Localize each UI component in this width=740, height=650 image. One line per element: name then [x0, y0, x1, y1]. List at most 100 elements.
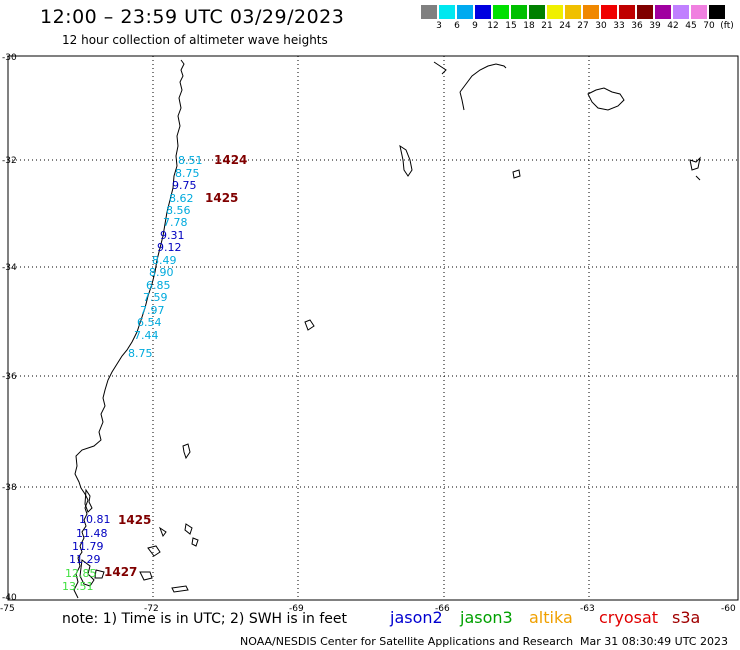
island [184, 523, 193, 535]
wave-height-label: 7.44 [134, 329, 159, 342]
colorbar-label: 42 [667, 21, 679, 31]
lat-label: -36 [2, 372, 17, 382]
wave-height-label: 8.90 [149, 266, 174, 279]
colorbar-label: 3 [436, 21, 442, 31]
wave-height-label: 13.51 [62, 580, 94, 593]
lon-label: -63 [580, 604, 595, 614]
track-time-label: 1427 [104, 565, 137, 579]
colorbar-label: 9 [472, 21, 478, 31]
wave-height-label: 11.48 [76, 527, 108, 540]
wave-height-label: 11.79 [72, 540, 104, 553]
colorbar-swatch [565, 5, 582, 19]
colorbar-swatch [583, 5, 600, 19]
wave-height-label: 8.75 [128, 347, 153, 360]
colorbar-label: 70 [703, 21, 715, 31]
satellite-cryosat: cryosat [599, 608, 659, 627]
generated-timestamp: Mar 31 08:30:49 UTC 2023 [580, 635, 728, 648]
island [399, 144, 413, 177]
wave-height-label: 7.59 [143, 291, 168, 304]
coastlines [73, 59, 701, 599]
colorbar-label: (ft) [720, 21, 734, 31]
colorbar-label: 18 [523, 21, 535, 31]
grid-lines [8, 56, 738, 600]
satellite-jason3: jason3 [460, 608, 513, 627]
island [191, 537, 199, 547]
lon-label: -72 [144, 604, 159, 614]
colorbar-swatch [547, 5, 564, 19]
track-1: 1424 1425 8.51 8.75 9.75 8.62 8.56 7.78 … [128, 153, 247, 360]
wave-height-label: 8.49 [152, 254, 177, 267]
satellite-s3a: s3a [672, 608, 701, 627]
lat-label: -30 [2, 53, 17, 63]
colorbar-swatch [709, 5, 726, 19]
wave-height-label: 9.31 [160, 229, 185, 242]
track-time-label: 1425 [205, 191, 238, 205]
colorbar-swatch [475, 5, 492, 19]
island [79, 559, 95, 587]
lat-label: -38 [2, 483, 17, 493]
colorbar-label: 36 [631, 21, 643, 31]
colorbar-swatch [511, 5, 528, 19]
island [512, 169, 521, 179]
colorbar-swatch [691, 5, 708, 19]
footer-note: note: 1) Time is in UTC; 2) SWH is in fe… [62, 611, 348, 627]
colorbar-label: 33 [613, 21, 625, 31]
map-subtitle: 12 hour collection of altimeter wave hei… [62, 33, 328, 47]
island [147, 545, 161, 557]
satellite-jason2: jason2 [390, 608, 443, 627]
colorbar-label: 6 [454, 21, 460, 31]
island [171, 585, 189, 593]
island [182, 443, 191, 460]
colorbar-label: 27 [577, 21, 589, 31]
colorbar-swatch [421, 5, 438, 19]
colorbar-label: 15 [505, 21, 517, 31]
colorbar-swatch [673, 5, 690, 19]
lat-label: -40 [2, 593, 17, 603]
colorbar-label: 45 [685, 21, 697, 31]
colorbar-swatch [601, 5, 618, 19]
island [139, 571, 153, 581]
wave-height-label: 6.85 [146, 279, 171, 292]
wave-height-label: 8.62 [169, 192, 194, 205]
colorbar-label: 21 [541, 21, 553, 31]
colorbar-swatch [637, 5, 654, 19]
chile-coastline [73, 59, 185, 599]
wave-height-label: 10.81 [79, 513, 111, 526]
track-time-label: 1425 [118, 513, 151, 527]
wave-height-label: 12.85 [65, 567, 97, 580]
lon-label: -60 [721, 604, 736, 614]
colorbar-label: 30 [595, 21, 607, 31]
wave-height-label: 11.29 [69, 553, 101, 566]
map-frame [7, 55, 739, 601]
island [158, 526, 167, 538]
colorbar-label: 39 [649, 21, 661, 31]
wave-height-label: 8.75 [175, 167, 200, 180]
island [304, 319, 315, 331]
colorbar-label: 24 [559, 21, 571, 31]
map-title: 12:00 – 23:59 UTC 03/29/2023 [40, 6, 345, 28]
lon-labels: -75 -72 -69 -66 -63 -60 [0, 604, 736, 614]
colorbar-swatch [457, 5, 474, 19]
south-georgia-coast [689, 156, 701, 181]
wave-height-label: 9.75 [172, 179, 197, 192]
colorbar-label: 12 [487, 21, 499, 31]
chiloe-island [84, 488, 93, 513]
wave-height-label: 7.78 [163, 216, 188, 229]
river-plate-coast [433, 61, 507, 111]
colorbar-swatch [439, 5, 456, 19]
wave-height-label: 6.54 [137, 316, 162, 329]
colorbar-swatch [619, 5, 636, 19]
colorbar-swatch [655, 5, 672, 19]
wave-height-label: 8.56 [166, 204, 191, 217]
lat-label: -34 [2, 263, 17, 273]
island [94, 569, 105, 579]
wave-height-label: 8.51 [178, 154, 203, 167]
credit-line: NOAA/NESDIS Center for Satellite Applica… [240, 635, 574, 648]
lat-labels: -30 -32 -34 -36 -38 -40 [2, 53, 17, 603]
track-2: 1425 1427 10.81 11.48 11.79 11.29 12.85 … [62, 513, 151, 593]
colorbar-swatch [493, 5, 510, 19]
falkland-islands [587, 87, 625, 111]
colorbar-swatch [529, 5, 546, 19]
track-time-label: 1424 [214, 153, 247, 167]
